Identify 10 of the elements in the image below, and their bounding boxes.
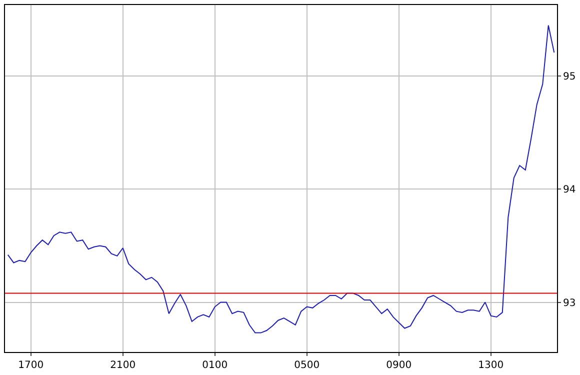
x-tick-label: 0500 (294, 360, 320, 371)
y-tick-label: 93 (563, 298, 576, 309)
x-tick-label: 0900 (386, 360, 412, 371)
y-tick-label: 95 (563, 72, 576, 83)
x-tick-label: 1700 (18, 360, 44, 371)
y-tick-label: 94 (563, 184, 576, 196)
x-tick-label: 1300 (478, 360, 504, 371)
x-tick-label: 2100 (110, 360, 136, 371)
line-series (7, 24, 555, 334)
x-tick-label: 0100 (202, 360, 228, 371)
